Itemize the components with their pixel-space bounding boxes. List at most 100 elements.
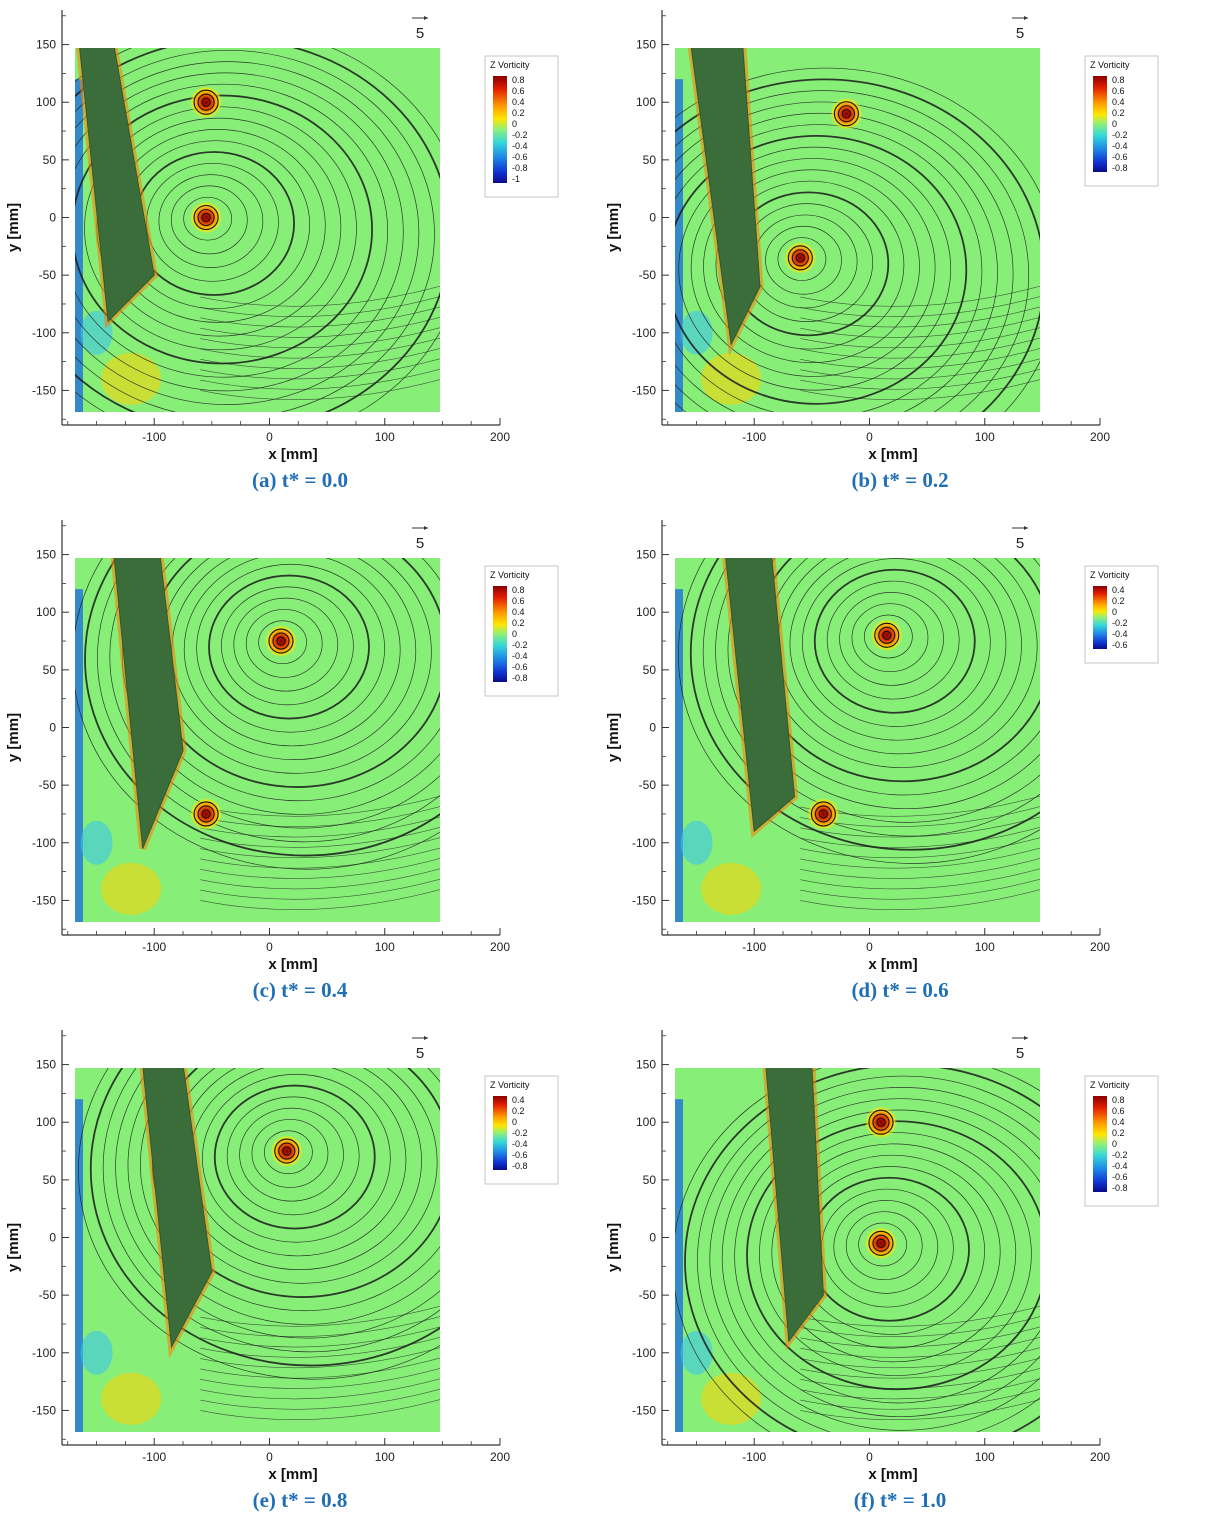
colorbar-tick-label: 0.4 [1112, 97, 1125, 107]
vortex-ring [876, 1117, 886, 1127]
streamline [208, 574, 370, 720]
vortex-core [807, 797, 840, 830]
negative-vorticity-patch [80, 310, 113, 355]
streamline [200, 368, 440, 390]
streamline [800, 816, 1040, 838]
streamline [200, 1305, 440, 1327]
reference-vector-head [1024, 16, 1028, 20]
y-axis-title: y [mm] [605, 713, 622, 762]
streamline [800, 1305, 1040, 1327]
streamline [140, 1068, 440, 1312]
y-tick-label: 100 [36, 605, 56, 619]
streamline [800, 1347, 1040, 1369]
streamline [800, 1357, 1040, 1379]
vortex-ring [791, 249, 809, 267]
streamline [75, 72, 404, 392]
reference-vector-label: 5 [416, 25, 424, 42]
streamline [800, 847, 1040, 869]
chart-panel: -100 0 100 200 -150 -100 -50 0 50 100 150 x [mm] y [… [600, 1020, 1200, 1524]
vortex-ring [201, 97, 211, 107]
vortex-ring [882, 630, 892, 640]
y-tick-label: -50 [639, 778, 657, 792]
chart-panel: -100 0 100 200 -150 -100 -50 0 50 100 150 x [mm] y [… [600, 0, 1200, 504]
streamline [78, 1068, 440, 1380]
y-axis-title: y [mm] [5, 203, 22, 252]
x-tick-label: -100 [742, 430, 766, 444]
body-shape [142, 1068, 213, 1349]
colorbar-tick-label: -0.2 [1112, 618, 1128, 628]
colorbar-tick-label: 0.6 [512, 596, 525, 606]
streamline [800, 1326, 1040, 1348]
colorbar-tick-label: -0.6 [512, 1150, 528, 1160]
x-tick-label: 0 [866, 430, 873, 444]
colorbar-tick-label: -0.4 [512, 1139, 528, 1149]
legend-title: Z Vorticity [1090, 1080, 1130, 1090]
y-tick-label: 150 [36, 1058, 56, 1072]
streamline [675, 67, 1040, 412]
vortex-core [270, 1135, 303, 1168]
streamline [200, 1388, 440, 1410]
streamline [800, 868, 1040, 890]
y-tick-label: -150 [32, 1403, 56, 1417]
vortex-ring [787, 245, 813, 271]
streamline [800, 285, 1040, 307]
negative-vorticity-patch [80, 820, 113, 865]
streamline [200, 858, 440, 879]
plot-area [675, 48, 1040, 412]
y-tick-label: 50 [643, 1173, 657, 1187]
y-tick-label: -150 [632, 893, 656, 907]
streamline [89, 1068, 440, 1367]
colorbar-tick-label: -0.8 [512, 673, 528, 683]
streamline [703, 169, 920, 364]
positive-vorticity-patch [701, 352, 762, 405]
streamline [202, 1073, 391, 1243]
chart-panel: -100 0 100 200 -150 -100 -50 0 50 100 150 x [mm] y [… [0, 510, 600, 1014]
colorbar-tick-label: -0.2 [512, 130, 528, 140]
x-tick-label: 0 [866, 1450, 873, 1464]
vortex-ring [818, 809, 828, 819]
colorbar-tick-label: 0.8 [1112, 1095, 1125, 1105]
streamline [800, 337, 1040, 359]
negative-vorticity-band [75, 589, 83, 922]
y-tick-label: 100 [36, 95, 56, 109]
streamline [709, 1087, 1040, 1431]
vortex-ring [810, 801, 836, 827]
colorbar-tick-label: 0.2 [1112, 1128, 1125, 1138]
x-tick-label: -100 [142, 430, 166, 444]
x-tick-label: -100 [742, 940, 766, 954]
streamline [851, 603, 929, 673]
streamline [251, 1119, 329, 1188]
vortex-ring [874, 622, 900, 648]
body-shape [79, 48, 155, 323]
streamline [75, 558, 440, 870]
colorbar-tick-label: 0.8 [512, 75, 525, 85]
y-tick-label: -100 [32, 1346, 56, 1360]
positive-vorticity-patch [101, 862, 162, 915]
colorbar [1093, 76, 1107, 172]
legend-title: Z Vorticity [490, 60, 530, 70]
legend-title: Z Vorticity [1090, 60, 1130, 70]
y-tick-label: -150 [32, 893, 56, 907]
legend-title: Z Vorticity [490, 570, 530, 580]
streamline [826, 580, 960, 700]
colorbar-tick-label: 0.8 [512, 585, 525, 595]
vortex-ring [814, 805, 832, 823]
plot-area [675, 558, 1040, 922]
negative-vorticity-band [75, 79, 83, 412]
streamline [183, 196, 233, 241]
colorbar-tick-label: -1 [512, 174, 520, 184]
vortex-ring [282, 1146, 292, 1156]
vortex-ring [201, 212, 211, 223]
colorbar-tick-label: -0.8 [1112, 1183, 1128, 1193]
x-tick-label: 0 [266, 940, 273, 954]
reference-vector-label: 5 [1016, 1045, 1024, 1062]
streamline [675, 78, 1040, 412]
panel-caption: (a) t* = 0.0 [252, 468, 348, 492]
x-tick-label: 200 [490, 1450, 510, 1464]
x-tick-label: -100 [742, 1450, 766, 1464]
x-tick-label: 0 [266, 1450, 273, 1464]
x-axis-title: x [mm] [268, 446, 317, 463]
streamline [684, 1068, 1040, 1432]
y-tick-label: -50 [39, 268, 57, 282]
